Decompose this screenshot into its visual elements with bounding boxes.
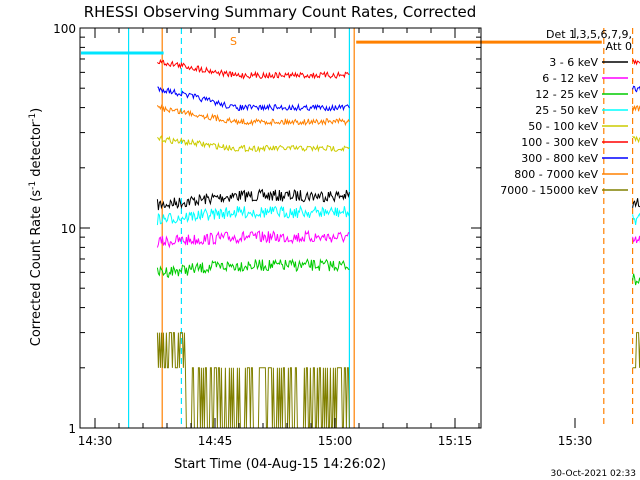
series-7 — [156, 103, 640, 127]
series-1-segment-1 — [632, 235, 640, 244]
series-3-segment-0 — [156, 204, 350, 226]
y-tick-label-1: 10 — [61, 222, 76, 236]
orbit-markers — [81, 28, 634, 428]
y-tick-label-0: 1 — [68, 422, 76, 436]
legend-label-0: 3 - 6 keV — [549, 56, 598, 69]
series-7-segment-0 — [156, 103, 350, 127]
series-1-segment-0 — [156, 229, 350, 249]
axes: 11010014:3014:4515:0015:1515:3015:4516:0… — [53, 22, 593, 448]
y-label-end: ) — [29, 108, 44, 113]
plot-frame — [79, 27, 482, 429]
x-tick-label-1: 14:45 — [198, 434, 233, 448]
s-flag-label: S — [230, 35, 237, 48]
x-tick-label-4: 15:30 — [558, 434, 593, 448]
series-8-segment-1 — [632, 332, 640, 369]
series-8 — [156, 332, 640, 429]
legend-label-7: 800 - 7000 keV — [514, 168, 598, 181]
legend-label-6: 300 - 800 keV — [521, 152, 598, 165]
x-tick-label-3: 15:15 — [438, 434, 473, 448]
series-5-segment-1 — [632, 59, 640, 66]
y-label-sup-1: -1 — [28, 181, 38, 190]
series-3-segment-1 — [632, 212, 640, 225]
series-3 — [156, 204, 640, 226]
legend-label-2: 12 - 25 keV — [535, 88, 598, 101]
legend-label-1: 6 - 12 keV — [542, 72, 598, 85]
series-0 — [156, 188, 640, 211]
legend-label-3: 25 - 50 keV — [535, 104, 598, 117]
series-2-segment-0 — [156, 258, 350, 279]
series-4-segment-1 — [632, 135, 640, 144]
y-axis-label: Corrected Count Rate (s-1 detector-1) — [28, 108, 44, 346]
series-2 — [156, 258, 640, 286]
series-0-segment-1 — [632, 198, 640, 208]
series-8-segment-0 — [156, 332, 350, 429]
y-label-main: Corrected Count Rate (s — [29, 190, 44, 347]
legend-label-4: 50 - 100 keV — [528, 120, 598, 133]
y-tick-label-2: 100 — [53, 22, 76, 36]
generation-timestamp: 30-Oct-2021 02:33 — [551, 469, 636, 479]
series-6-segment-1 — [632, 85, 640, 93]
x-tick-label-2: 15:00 — [318, 434, 353, 448]
legend: Det 1,3,5,6,7,9,Att 0 3 - 6 keV 6 - 12 keV… — [500, 28, 632, 197]
series-2-segment-1 — [632, 273, 640, 286]
series-1 — [156, 229, 640, 249]
y-label-mid: detector — [29, 121, 44, 181]
legend-label-8: 7000 - 15000 keV — [500, 184, 598, 197]
series-4 — [157, 134, 640, 154]
x-axis-label: Start Time (04-Aug-15 14:26:02) — [174, 457, 386, 472]
series-5-segment-0 — [157, 58, 350, 80]
legend-header-1: Att 0 — [606, 40, 632, 53]
series-5 — [157, 58, 640, 80]
legend-header-0: Det 1,3,5,6,7,9, — [546, 28, 632, 41]
series-6 — [157, 85, 640, 112]
series-7-segment-1 — [632, 104, 640, 112]
series-4-segment-0 — [157, 134, 350, 154]
chart-title: RHESSI Observing Summary Count Rates, Co… — [84, 3, 477, 21]
series-6-segment-0 — [157, 86, 350, 112]
legend-label-5: 100 - 300 keV — [521, 136, 598, 149]
series-0-segment-0 — [156, 188, 350, 211]
y-label-sup-2: -1 — [28, 113, 38, 122]
x-tick-label-0: 14:30 — [78, 434, 113, 448]
